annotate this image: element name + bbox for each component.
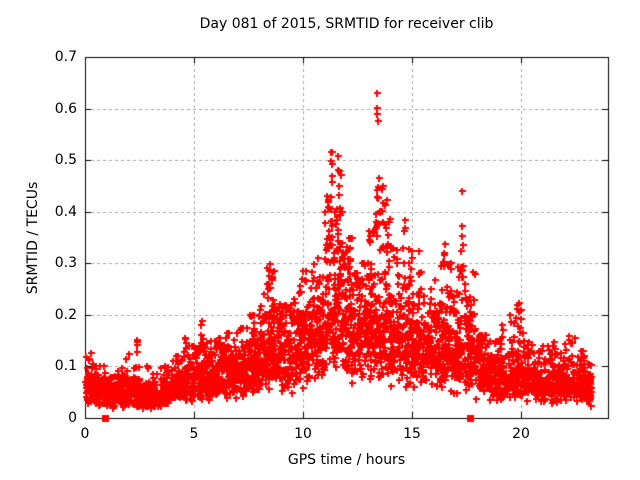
y-tick-label: 0.7	[54, 49, 77, 65]
x-axis-label: GPS time / hours	[287, 452, 406, 468]
x-tick-label: 0	[80, 426, 90, 442]
y-tick-label: 0.2	[54, 307, 77, 323]
x-tick-label: 10	[294, 426, 312, 442]
y-axis-label: SRMTID / TECUs	[25, 181, 41, 295]
x-tick-label: 15	[403, 426, 421, 442]
y-tick-label: 0.1	[54, 358, 77, 374]
chart-title: Day 081 of 2015, SRMTID for receiver cli…	[199, 16, 494, 32]
y-tick-label: 0.6	[54, 101, 77, 117]
y-tick-label: 0	[68, 410, 77, 426]
x-tick-label: 5	[189, 426, 199, 442]
y-tick-label: 0.4	[54, 204, 77, 220]
y-tick-label: 0.3	[54, 255, 77, 271]
y-tick-label: 0.5	[54, 152, 77, 168]
x-tick-label: 20	[512, 426, 530, 442]
